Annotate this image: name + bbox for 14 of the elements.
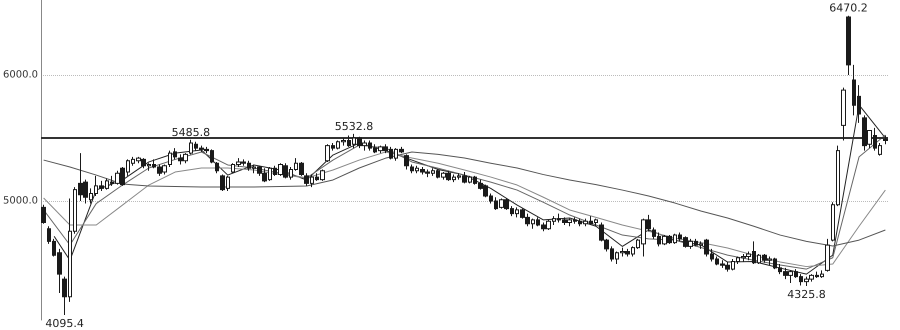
candlestick: [841, 87, 846, 142]
line-series: [43, 151, 886, 247]
y-tick-label: 5000.0: [2, 196, 38, 207]
candlestick: [846, 15, 851, 76]
candlestick: [215, 161, 219, 174]
y-tick-label: 6000.0: [2, 69, 38, 80]
annotation: 4095.4: [45, 317, 84, 330]
annotation: 5485.8: [172, 126, 210, 139]
candlestick: [41, 204, 46, 224]
candlestick: [404, 154, 409, 170]
annotation: 5532.8: [334, 120, 374, 133]
candlestick: [825, 238, 830, 272]
annotation: 6470.2: [829, 2, 868, 15]
annotation: 4325.8: [787, 288, 826, 301]
